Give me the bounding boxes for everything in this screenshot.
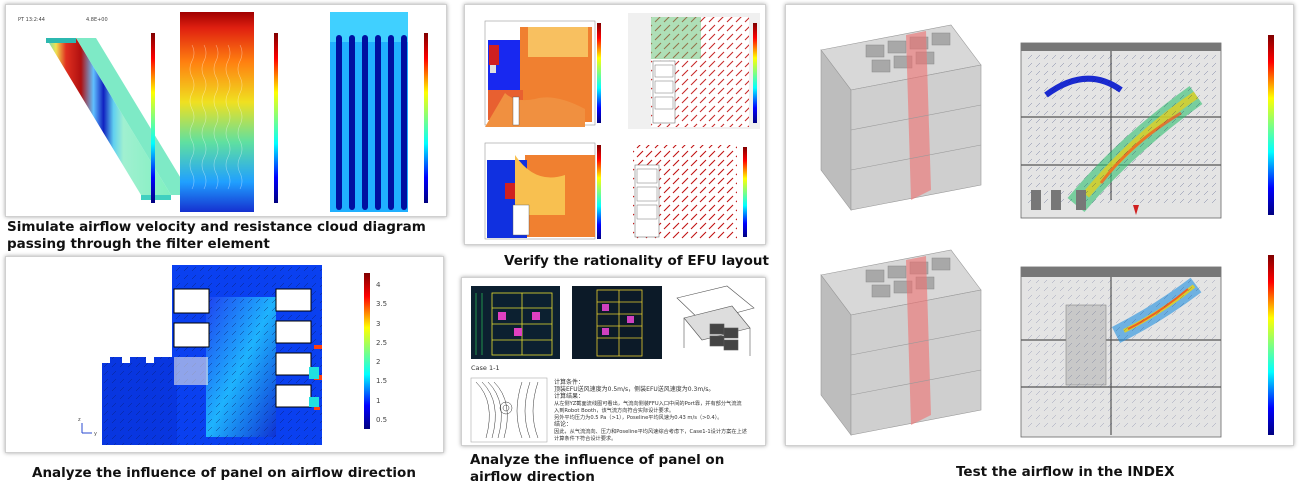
filter-velocity-contours: PT 13:2:44 4.8E+00 <box>18 12 428 212</box>
scale-tick: 1.5 <box>376 377 387 385</box>
index-3d-model-bottom <box>820 249 982 436</box>
svg-text:4.8E+00: 4.8E+00 <box>86 17 108 23</box>
isometric-sketch <box>676 285 755 356</box>
scale-tick: 3 <box>376 320 380 328</box>
filter-simulation-panel: PT 13:2:44 4.8E+00 <box>5 4 447 217</box>
scale-tick: 2.5 <box>376 339 387 347</box>
panel-influence-simulation: z y 4 3.5 3 2.5 2 1.5 1 0.5 <box>5 256 444 453</box>
diagonal-filter-slab <box>46 38 191 200</box>
pressure-column <box>180 12 254 212</box>
index-airflow-top <box>1020 35 1274 219</box>
panel-velocity-field: z y 4 3.5 3 2.5 2 1.5 1 0.5 <box>78 265 387 445</box>
scale-bar-ticks: 4 3.5 3 2.5 2 1.5 1 0.5 <box>376 281 387 424</box>
case-line: 顶装EFU送风速度为0.5m/s，侧装EFU送风速度为0.3m/s。 <box>554 385 714 393</box>
scale-tick: 2 <box>376 358 380 366</box>
case-document-panel: Case 1-1 计算条件： 顶装EFU送风速度为0.5m/s，侧装EFU送风速… <box>461 277 766 446</box>
caption-efu: Verify the rationality of EFU layout <box>504 253 769 269</box>
caption-filter: Simulate airflow velocity and resistance… <box>7 219 426 252</box>
scale-bar-3 <box>424 33 428 203</box>
scale-bar-2 <box>274 33 278 203</box>
scale-tick: 0.5 <box>376 416 387 424</box>
scale-bar-1 <box>151 33 155 203</box>
efu-vectors-top-right <box>651 17 757 127</box>
case-label: Case 1-1 <box>471 364 500 372</box>
case-line: 计算结果： <box>554 392 584 400</box>
caption-panel-left: Analyze the influence of panel on airflo… <box>32 465 416 481</box>
case-line: 因此，从气流流向、压力和Poseline平均风速综合考虑下，Case1-1设计方… <box>554 427 747 435</box>
cad-drawing-1 <box>471 286 560 359</box>
case-line: 另外平均压力为0.5 Pa（>1），Poseline平均风速为0.43 m/s（… <box>554 413 722 421</box>
case-document: Case 1-1 计算条件： 顶装EFU送风速度为0.5m/s，侧装EFU送风速… <box>470 285 755 443</box>
case-line: 结论： <box>554 420 572 428</box>
cad-drawing-2 <box>572 286 662 359</box>
case-description: 计算条件： 顶装EFU送风速度为0.5m/s，侧装EFU送风速度为0.3m/s。… <box>554 378 747 442</box>
velocity-column <box>330 12 408 212</box>
scale-tick: 3.5 <box>376 300 387 308</box>
scale-tick: 1 <box>376 397 380 405</box>
scale-tick: 4 <box>376 281 381 289</box>
caption-panel-mid: Analyze the influence of panel on airflo… <box>470 452 725 485</box>
caption-index: Test the airflow in the INDEX <box>956 464 1175 480</box>
svg-text:PT 13:2:44: PT 13:2:44 <box>18 17 45 23</box>
case-line: 计算条件： <box>554 378 584 386</box>
index-airflow-renders <box>820 24 1274 438</box>
efu-contour-bottom-left <box>484 142 601 240</box>
index-airflow-bottom <box>1020 255 1274 438</box>
efu-contour-grid <box>484 13 760 240</box>
efu-layout-panel <box>464 4 766 245</box>
efu-vectors-bottom-right <box>633 145 747 240</box>
case-line: 从左侧YZ截面流线图可看出，气流向侧装FFU入口中间的Port靠，并有部分气流流 <box>554 399 742 407</box>
velocity-scale-bar <box>364 273 370 429</box>
efu-contour-top-left <box>484 20 601 127</box>
case-line: 计算条件下符合设计要求。 <box>554 434 616 442</box>
streamline-thumbnail <box>470 377 548 443</box>
index-airflow-panel <box>785 4 1294 446</box>
svg-text:z: z <box>78 417 81 423</box>
svg-text:y: y <box>94 431 97 437</box>
index-3d-model-top <box>820 24 982 211</box>
case-line: 入到Robot Booth，该气流方向符合实际设计要求。 <box>554 406 674 414</box>
